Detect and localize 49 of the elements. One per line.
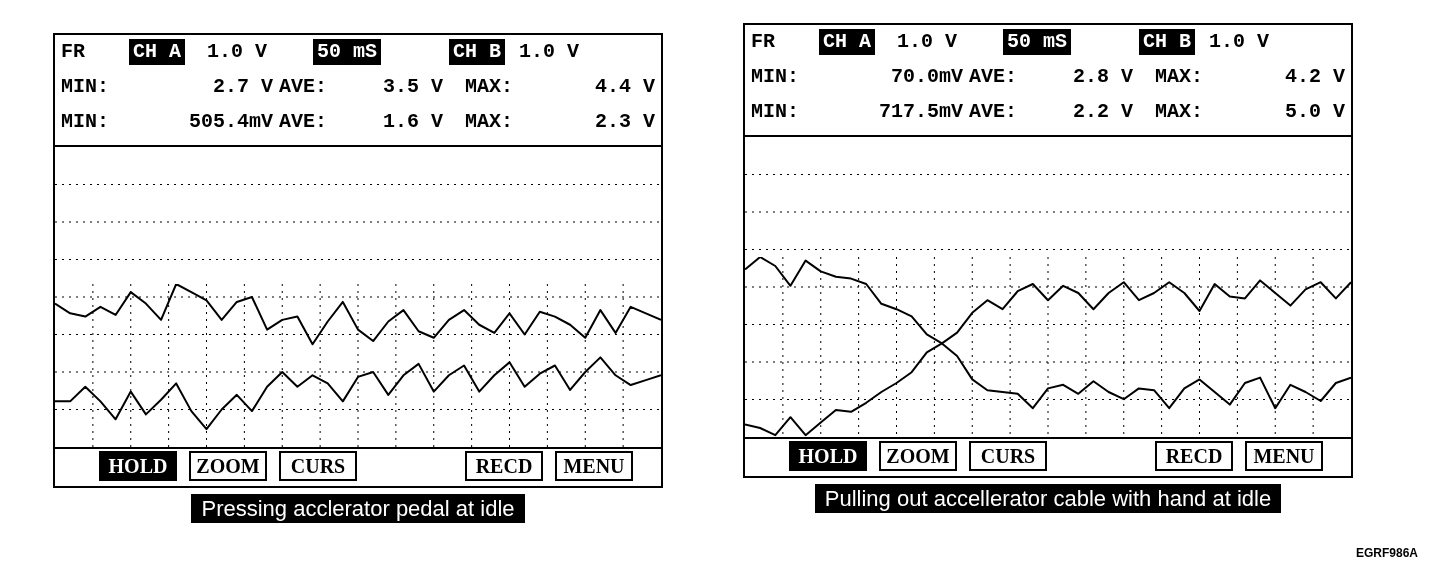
text: 50 mS [1003, 29, 1072, 55]
text: MIN: [751, 64, 800, 90]
button: CURS [969, 441, 1047, 471]
text: 1.0 V [519, 39, 580, 65]
text: MAX: [465, 109, 514, 135]
text: 1.0 V [1209, 29, 1270, 55]
text: 5.0 V [1284, 99, 1345, 125]
text: 717.5mV [878, 99, 963, 125]
text: 4.4 V [594, 74, 655, 100]
text: 2.2 V [1072, 99, 1133, 125]
text: Pulling out accellerator cable with hand at idle [814, 484, 1282, 513]
button: HOLD [789, 441, 867, 471]
text: CH A [129, 39, 186, 65]
text: CH B [1139, 29, 1196, 55]
button: MENU [555, 451, 633, 481]
text: 2.8 V [1072, 64, 1133, 90]
text: Pressing acclerator pedal at idle [191, 494, 525, 523]
text: 4.2 V [1284, 64, 1345, 90]
text: 1.6 V [382, 109, 443, 135]
text: 50 mS [313, 39, 382, 65]
text: AVE: [969, 64, 1018, 90]
text: 70.0mV [890, 64, 963, 90]
button: ZOOM [879, 441, 957, 471]
text: MIN: [61, 109, 110, 135]
text: 1.0 V [897, 29, 958, 55]
button: RECD [1155, 441, 1233, 471]
button: CURS [279, 451, 357, 481]
text: 1.0 V [207, 39, 268, 65]
text: AVE: [279, 74, 328, 100]
text: AVE: [279, 109, 328, 135]
text: EGRF986A [1355, 546, 1418, 560]
text: 3.5 V [382, 74, 443, 100]
text: 505.4mV [188, 109, 273, 135]
text: MAX: [465, 74, 514, 100]
text: MAX: [1155, 64, 1204, 90]
text: CH A [819, 29, 876, 55]
text: MAX: [1155, 99, 1204, 125]
text: 2.3 V [594, 109, 655, 135]
button: ZOOM [189, 451, 267, 481]
text: CH B [449, 39, 506, 65]
text: FR [751, 29, 776, 55]
text: FR [61, 39, 86, 65]
text: MIN: [61, 74, 110, 100]
button: HOLD [99, 451, 177, 481]
text: AVE: [969, 99, 1018, 125]
button: RECD [465, 451, 543, 481]
text: MIN: [751, 99, 800, 125]
button: MENU [1245, 441, 1323, 471]
text: 2.7 V [212, 74, 273, 100]
